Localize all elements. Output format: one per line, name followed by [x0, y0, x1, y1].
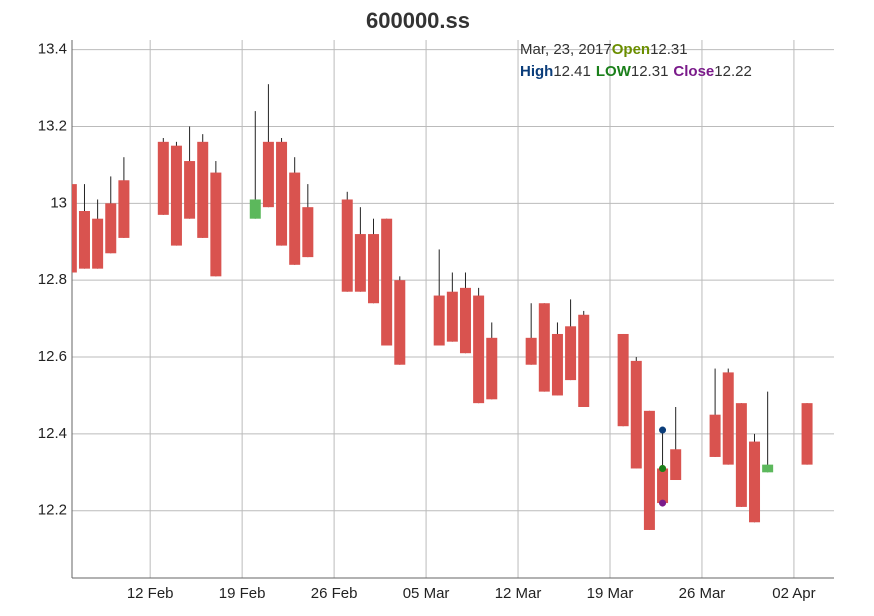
tooltip-value: 12.41 [553, 63, 591, 80]
candle-body [341, 199, 353, 292]
candle-body [184, 161, 196, 219]
candle-body [381, 218, 393, 346]
candle-body [630, 360, 642, 469]
tooltip-line: High12.41 LOW12.31Close12.22 [520, 63, 752, 80]
candle-body [302, 207, 314, 258]
candle-body [354, 234, 366, 292]
candle-body [709, 414, 721, 457]
candle-body [486, 337, 498, 400]
candle-body [525, 337, 537, 365]
candle-body [249, 199, 261, 219]
candles [72, 84, 813, 530]
candle-body [578, 314, 590, 407]
candle-body [210, 172, 222, 277]
candle-body [289, 172, 301, 265]
tooltip-marker [659, 464, 667, 472]
candle-body [801, 403, 813, 465]
y-tick-label: 12.6 [38, 348, 67, 365]
tooltip-label: High [520, 63, 553, 80]
x-tick-label: 26 Feb [311, 585, 358, 602]
candle-body [459, 287, 471, 354]
tooltip-label: Open [612, 41, 650, 58]
x-tick-label: 19 Feb [219, 585, 266, 602]
tooltip-line: Mar, 23, 2017Open12.31 [520, 41, 688, 58]
candle-body [433, 295, 445, 346]
candle-body [538, 303, 550, 392]
candle-body [118, 180, 130, 238]
candle-body [551, 333, 563, 396]
y-tick-label: 13.4 [38, 41, 67, 58]
candle-body [276, 141, 288, 246]
tooltip-marker [659, 499, 667, 507]
candle-body [643, 410, 655, 530]
x-tick-label: 12 Mar [495, 585, 542, 602]
candle-body [446, 291, 458, 342]
candle-body [749, 441, 761, 523]
candle-body [170, 145, 182, 246]
candle-body [722, 372, 734, 465]
candle-body [394, 280, 406, 365]
tooltip-value: 12.31 [650, 41, 688, 58]
candle-body [197, 141, 209, 238]
tooltip-value: 12.22 [714, 63, 752, 80]
candle-body [72, 184, 77, 273]
x-tick-label: 05 Mar [403, 585, 450, 602]
y-tick-label: 13 [50, 194, 67, 211]
candle-body [617, 333, 629, 427]
tooltip-label: Close [673, 63, 714, 80]
candle-body [262, 141, 274, 208]
chart-title: 600000.ss [366, 8, 470, 33]
y-tick-label: 12.4 [38, 425, 67, 442]
candle-body [762, 464, 774, 473]
candle-body [92, 218, 104, 269]
x-tick-label: 19 Mar [587, 585, 634, 602]
y-tick-label: 13.2 [38, 117, 67, 134]
candle-body [657, 468, 669, 504]
candle-body [735, 403, 747, 507]
x-tick-label: 12 Feb [127, 585, 174, 602]
candle-body [157, 141, 169, 215]
y-tick-label: 12.8 [38, 271, 67, 288]
x-tick-label: 02 Apr [772, 585, 815, 602]
candle-body [368, 234, 380, 304]
tooltip-label: LOW [596, 63, 632, 80]
tooltip-date: Mar, 23, 2017 [520, 41, 612, 58]
candle-body [565, 326, 577, 381]
candle-body [473, 295, 485, 404]
tooltip-marker [659, 426, 667, 434]
candle-body [105, 203, 117, 254]
y-tick-label: 12.2 [38, 502, 67, 519]
tooltip-value: 12.31 [631, 63, 669, 80]
candle-body [78, 211, 90, 269]
candle-body [670, 449, 682, 481]
x-tick-label: 26 Mar [679, 585, 726, 602]
